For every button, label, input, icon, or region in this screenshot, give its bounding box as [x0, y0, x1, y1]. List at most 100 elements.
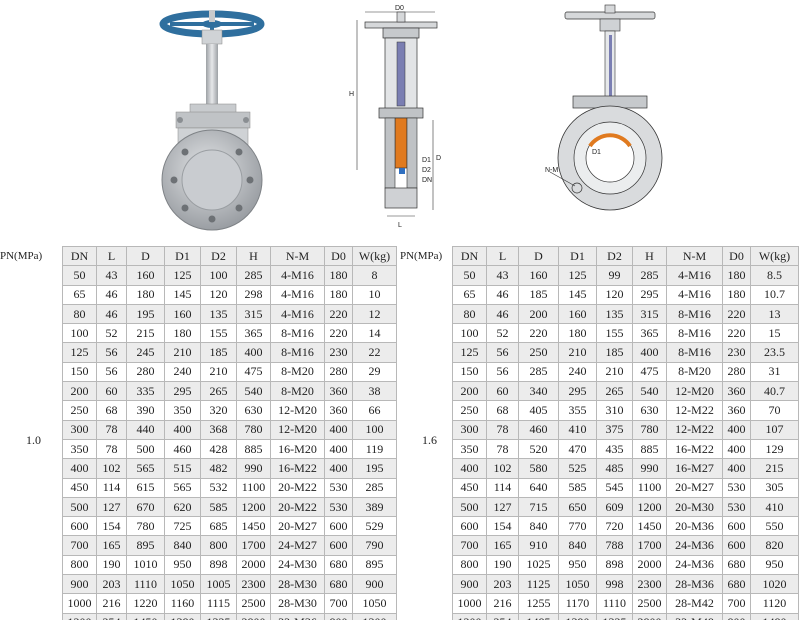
table-cell: 1025: [518, 554, 559, 576]
table-cell: 1390: [558, 612, 597, 620]
table-cell: 898: [596, 554, 633, 576]
table-row: 1000 216 1255 1170 1110 2500 28-M42 700 1120: [452, 593, 799, 614]
column-header: D1: [164, 245, 201, 267]
table-cell: 670: [126, 496, 165, 518]
table-row: 900 203 1110 1050 1005 2300 28-M30 680 900: [62, 574, 397, 595]
table-row: 50 43 160 125 99 285 4-M16 180 8.5: [452, 265, 799, 286]
table-header-row: DN L D D1 D2 H N-M D0 W(kg): [62, 245, 397, 267]
table-cell: 215: [126, 323, 165, 344]
table-cell: 840: [164, 535, 201, 556]
column-header: D0: [324, 245, 353, 267]
table-cell: 435: [596, 438, 633, 460]
table-cell: 180: [324, 284, 353, 305]
table-cell: 100: [452, 323, 487, 344]
table-cell: 350: [452, 438, 487, 460]
table-row: 80 46 195 160 135 315 4-M16 220 12: [62, 303, 397, 325]
table-cell: 160: [558, 303, 597, 325]
table-cell: 950: [750, 554, 799, 576]
table-row: 400 102 580 525 485 990 16-M27 400 215: [452, 458, 799, 479]
table-cell: 99: [596, 265, 633, 286]
table-cell: 160: [126, 265, 165, 286]
table-cell: 315: [236, 303, 271, 325]
table-cell: 400: [722, 438, 751, 460]
table-cell: 840: [558, 535, 597, 556]
table-cell: 114: [486, 477, 519, 498]
table-cell: 78: [96, 419, 127, 440]
table-cell: 600: [722, 516, 751, 537]
table-cell: 23.5: [750, 342, 799, 363]
table-cell: 8-M16: [270, 342, 325, 363]
table-cell: 790: [352, 535, 397, 556]
table-cell: 14: [352, 323, 397, 344]
table-cell: 885: [632, 438, 667, 460]
column-header: DN: [62, 245, 97, 267]
table-cell: 60: [486, 381, 519, 402]
table-cell: 265: [200, 381, 237, 402]
table-cell: 190: [486, 554, 519, 576]
table-cell: 1325: [200, 612, 237, 620]
table-cell: 515: [164, 458, 201, 479]
table-cell: 16-M22: [270, 458, 325, 479]
table-cell: 16-M22: [666, 438, 723, 460]
column-header: H: [236, 245, 271, 267]
spec-table-pn-1-0: DN L D D1 D2 H N-M D0 W(kg) 50 43 160 125 100 285 4-M1…: [62, 245, 397, 620]
table-cell: 585: [200, 496, 237, 518]
table-cell: 630: [632, 400, 667, 421]
table-cell: 1450: [236, 516, 271, 537]
table-cell: 680: [722, 554, 751, 576]
table-cell: 216: [486, 593, 519, 614]
column-header: D2: [200, 245, 237, 267]
table-cell: 1160: [164, 593, 201, 614]
table-cell: 895: [352, 554, 397, 576]
table-cell: 440: [126, 419, 165, 440]
table-cell: 500: [452, 496, 487, 518]
column-header: L: [486, 245, 519, 267]
table-cell: 550: [750, 516, 799, 537]
dim-nm-label: N-M: [545, 167, 558, 174]
table-cell: 265: [596, 381, 633, 402]
table-cell: 405: [518, 400, 559, 421]
table-cell: 428: [200, 438, 237, 460]
table-cell: 50: [62, 265, 97, 286]
table-cell: 4-M16: [666, 284, 723, 305]
table-cell: 24-M30: [270, 554, 325, 576]
table-cell: 15: [750, 323, 799, 344]
table-cell: 24-M36: [666, 535, 723, 556]
table-cell: 32-M48: [666, 612, 723, 620]
table-cell: 180: [164, 323, 201, 344]
table-cell: 28-M36: [666, 574, 723, 595]
table-cell: 185: [200, 342, 237, 363]
table-cell: 160: [164, 303, 201, 325]
valve-front-drawing: N-M D1: [545, 4, 663, 211]
table-cell: 285: [518, 361, 559, 383]
spec-table-pn-1-6: DN L D D1 D2 H N-M D0 W(kg) 50 43 160 125 99 285 4-M16…: [452, 245, 799, 620]
table-cell: 335: [126, 381, 165, 402]
table-cell: 990: [236, 458, 271, 479]
table-cell: 119: [352, 438, 397, 460]
table-cell: 100: [62, 323, 97, 344]
table-cell: 2800: [632, 612, 667, 620]
table-cell: 102: [96, 458, 127, 479]
table-row: 1200254148513901325280032-M488001480: [452, 612, 799, 620]
table-cell: 12-M20: [270, 419, 325, 440]
table-cell: 355: [558, 400, 597, 421]
table-cell: 22: [352, 342, 397, 363]
table-cell: 250: [62, 400, 97, 421]
table-cell: 46: [96, 284, 127, 305]
column-header: W(kg): [352, 245, 397, 267]
table-cell: 350: [164, 400, 201, 421]
table-cell: 280: [126, 361, 165, 383]
table-cell: 50: [452, 265, 487, 286]
table-cell: 360: [324, 400, 353, 421]
table-cell: 315: [632, 303, 667, 325]
table-cell: 475: [236, 361, 271, 383]
table-cell: 285: [632, 265, 667, 286]
table-cell: 80: [62, 303, 97, 325]
column-header: W(kg): [750, 245, 799, 267]
table-cell: 545: [596, 477, 633, 498]
dim-d2-label: D2: [422, 167, 431, 174]
table-header-row: DN L D D1 D2 H N-M D0 W(kg): [452, 245, 799, 267]
table-row: 1000 216 1220 1160 1115 2500 28-M30 700 1050: [62, 593, 397, 614]
table-cell: 1050: [352, 593, 397, 614]
dim-d-label: D: [436, 155, 441, 162]
